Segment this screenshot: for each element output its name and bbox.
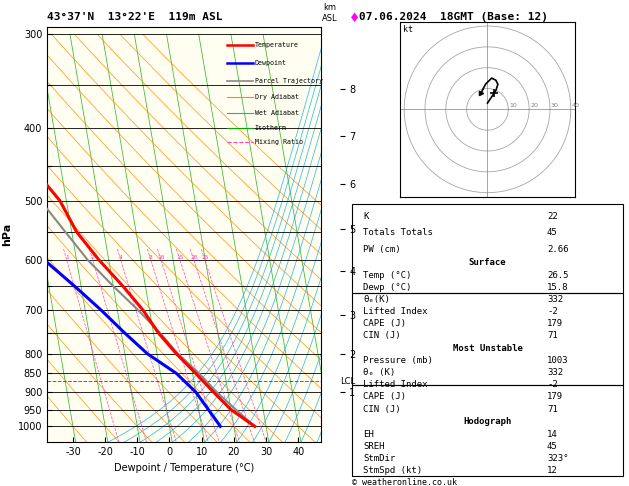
Text: Parcel Trajectory: Parcel Trajectory: [255, 78, 323, 84]
Text: 179: 179: [547, 392, 563, 401]
Bar: [352, 293, 623, 385]
Text: Lifted Index: Lifted Index: [363, 380, 428, 389]
Text: Dewpoint: Dewpoint: [255, 60, 287, 67]
Text: ♦: ♦: [349, 12, 360, 25]
Text: 07.06.2024  18GMT (Base: 12): 07.06.2024 18GMT (Base: 12): [359, 12, 547, 22]
Text: 15: 15: [176, 255, 184, 260]
Text: 45: 45: [547, 442, 558, 451]
Text: 25: 25: [201, 255, 209, 260]
Text: 10: 10: [509, 104, 517, 108]
Text: 30: 30: [551, 104, 559, 108]
Text: 2.66: 2.66: [547, 244, 569, 254]
Text: 323°: 323°: [547, 454, 569, 463]
Text: 26.5: 26.5: [547, 271, 569, 280]
Text: 1: 1: [65, 255, 69, 260]
Text: -2: -2: [547, 307, 558, 315]
Text: CAPE (J): CAPE (J): [363, 319, 406, 328]
Text: 40: 40: [572, 104, 580, 108]
Text: LCL: LCL: [341, 377, 356, 385]
Text: 12: 12: [547, 467, 558, 475]
Text: 45: 45: [547, 228, 558, 237]
Text: Dry Adiabat: Dry Adiabat: [255, 94, 299, 101]
Text: Temperature: Temperature: [255, 42, 299, 48]
Text: CIN (J): CIN (J): [363, 331, 401, 340]
Bar: [352, 385, 623, 476]
Text: Isotherm: Isotherm: [255, 125, 287, 131]
Text: Dewp (°C): Dewp (°C): [363, 283, 411, 292]
Text: 4: 4: [119, 255, 123, 260]
Text: K: K: [363, 212, 369, 221]
Text: 22: 22: [547, 212, 558, 221]
Text: 179: 179: [547, 319, 563, 328]
Text: 15.8: 15.8: [547, 283, 569, 292]
Text: 20: 20: [190, 255, 198, 260]
Text: 20: 20: [530, 104, 538, 108]
Text: Pressure (mb): Pressure (mb): [363, 356, 433, 365]
Text: Temp (°C): Temp (°C): [363, 271, 411, 280]
Text: θₑ(K): θₑ(K): [363, 295, 390, 304]
Text: Lifted Index: Lifted Index: [363, 307, 428, 315]
Text: 43°37'N  13°22'E  119m ASL: 43°37'N 13°22'E 119m ASL: [47, 12, 223, 22]
Text: km
ASL: km ASL: [323, 3, 338, 22]
Text: StmSpd (kt): StmSpd (kt): [363, 467, 422, 475]
Text: CAPE (J): CAPE (J): [363, 392, 406, 401]
Text: PW (cm): PW (cm): [363, 244, 401, 254]
Text: SREH: SREH: [363, 442, 384, 451]
Text: Wet Adiabat: Wet Adiabat: [255, 110, 299, 116]
Text: Hodograph: Hodograph: [464, 417, 511, 426]
Text: 332: 332: [547, 368, 563, 377]
Text: Surface: Surface: [469, 258, 506, 267]
Text: -2: -2: [547, 380, 558, 389]
Text: 332: 332: [547, 295, 563, 304]
Text: 1003: 1003: [547, 356, 569, 365]
Text: EH: EH: [363, 430, 374, 438]
Text: 71: 71: [547, 331, 558, 340]
Text: kt: kt: [403, 25, 413, 35]
Text: CIN (J): CIN (J): [363, 404, 401, 414]
Text: Totals Totals: Totals Totals: [363, 228, 433, 237]
Text: 10: 10: [157, 255, 165, 260]
Bar: [352, 204, 623, 293]
X-axis label: Dewpoint / Temperature (°C): Dewpoint / Temperature (°C): [114, 463, 254, 473]
Text: 71: 71: [547, 404, 558, 414]
Text: Mixing Ratio: Mixing Ratio: [255, 139, 303, 145]
Text: 8: 8: [149, 255, 153, 260]
Text: 14: 14: [547, 430, 558, 438]
Text: 2: 2: [91, 255, 94, 260]
Y-axis label: hPa: hPa: [3, 223, 12, 246]
Text: © weatheronline.co.uk: © weatheronline.co.uk: [352, 478, 457, 486]
Text: θₑ (K): θₑ (K): [363, 368, 395, 377]
Text: StmDir: StmDir: [363, 454, 395, 463]
Text: Most Unstable: Most Unstable: [452, 344, 523, 353]
